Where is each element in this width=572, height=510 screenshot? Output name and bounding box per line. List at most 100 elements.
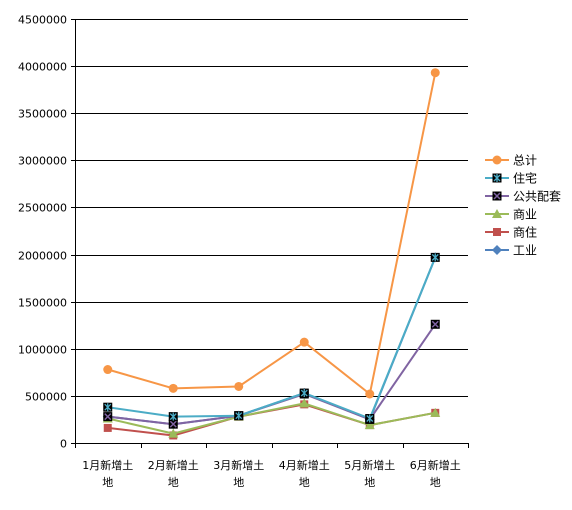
marker-triangle [430, 407, 441, 417]
legend-label: 工业 [513, 244, 537, 258]
x-tick-label-line: 地 [299, 476, 310, 489]
x-tick-label-line: 地 [233, 476, 244, 489]
legend-marker [492, 155, 502, 165]
gridlines [75, 19, 468, 397]
x-tick-label-line: 地 [102, 476, 113, 489]
x-tick-label-line: 1月新增土 [82, 458, 133, 472]
marker-triangle [364, 420, 375, 430]
data-point [168, 419, 178, 429]
y-axis-ticks: 0 500000 1000000 1500000 2000000 2500000 30000… [18, 14, 75, 451]
marker-star [366, 414, 374, 423]
legend-marker [493, 228, 501, 236]
data-point [299, 337, 309, 347]
data-point [103, 423, 112, 432]
data-point [103, 412, 113, 422]
y-tick-label: 2500000 [18, 202, 67, 215]
data-point [430, 407, 441, 417]
data-point [430, 319, 440, 329]
x-tick-label-line: 6月新增土 [410, 458, 461, 472]
marker-circle [492, 155, 502, 165]
x-tick-label-line: 4月新增土 [279, 458, 330, 472]
data-point [168, 428, 179, 438]
data-point [234, 411, 244, 421]
data-point [430, 68, 440, 78]
legend-label: 总计 [513, 154, 537, 168]
y-tick-label: 500000 [25, 391, 67, 404]
series-group [102, 68, 441, 440]
series-line [107, 257, 437, 420]
marker-x [104, 413, 112, 421]
data-point [299, 388, 309, 398]
marker-star [235, 411, 243, 420]
legend-item: 商住 [485, 225, 537, 240]
series-1 [103, 68, 440, 399]
legend-marker [492, 173, 502, 183]
marker-square [103, 423, 112, 432]
y-tick-label: 4000000 [18, 61, 67, 74]
marker-diamond [492, 245, 502, 255]
marker-circle [168, 383, 178, 393]
x-tick-label: 2月新增土地 [148, 458, 199, 489]
y-tick-label: 4500000 [18, 14, 67, 27]
marker-circle [365, 389, 375, 399]
legend-item: 商业 [485, 207, 537, 222]
legend-item: 工业 [485, 244, 537, 258]
x-tick-label: 4月新增土地 [279, 458, 330, 489]
legend-label: 商业 [513, 207, 537, 222]
x-tick-label-line: 地 [430, 476, 441, 489]
y-tick-label: 1000000 [18, 344, 67, 357]
data-point [103, 402, 113, 412]
data-point [365, 389, 375, 399]
marker-square [493, 228, 501, 236]
marker-x [169, 420, 177, 428]
x-tick-label: 5月新增土地 [344, 458, 395, 489]
legend-marker [492, 245, 502, 255]
legend-marker [492, 191, 502, 201]
series-line [107, 402, 436, 435]
legend-label: 商住 [513, 225, 537, 240]
y-tick-label: 1500000 [18, 297, 67, 310]
x-tick-label-line: 5月新增土 [344, 458, 395, 472]
data-point [234, 381, 244, 391]
marker-x [493, 192, 501, 200]
marker-triangle [492, 209, 502, 218]
marker-circle [234, 381, 244, 391]
marker-triangle [299, 398, 310, 408]
marker-star [169, 412, 177, 421]
data-point [430, 252, 440, 262]
marker-x [431, 320, 439, 328]
legend-label: 住宅 [513, 171, 537, 186]
legend-item: 住宅 [485, 171, 537, 186]
axes [75, 19, 468, 444]
x-tick-label-line: 2月新增土 [148, 458, 199, 472]
legend-item: 公共配套 [485, 190, 561, 204]
marker-triangle [168, 428, 179, 438]
x-tick-label-line: 地 [364, 476, 375, 489]
data-point [168, 412, 178, 422]
legend-marker [492, 209, 502, 218]
marker-circle [103, 365, 113, 375]
series-2 [103, 252, 440, 424]
y-tick-label: 0 [60, 438, 67, 451]
y-tick-label: 3000000 [18, 155, 67, 168]
x-tick-label-line: 地 [168, 476, 179, 489]
marker-star [431, 253, 439, 262]
x-tick-label-line: 3月新增土 [213, 458, 264, 472]
y-tick-label: 3500000 [18, 108, 67, 121]
x-tick-label: 6月新增土地 [410, 458, 461, 489]
marker-circle [430, 68, 440, 78]
x-tick-label: 1月新增土地 [82, 458, 133, 489]
legend-item: 总计 [485, 154, 537, 168]
data-point [168, 383, 178, 393]
y-tick-label: 2000000 [18, 250, 67, 263]
marker-star [104, 403, 112, 412]
legend-label: 公共配套 [513, 190, 561, 204]
data-point [299, 398, 310, 408]
marker-star [493, 174, 501, 182]
series-line [107, 72, 437, 395]
data-point [364, 420, 375, 430]
marker-star [300, 389, 308, 398]
